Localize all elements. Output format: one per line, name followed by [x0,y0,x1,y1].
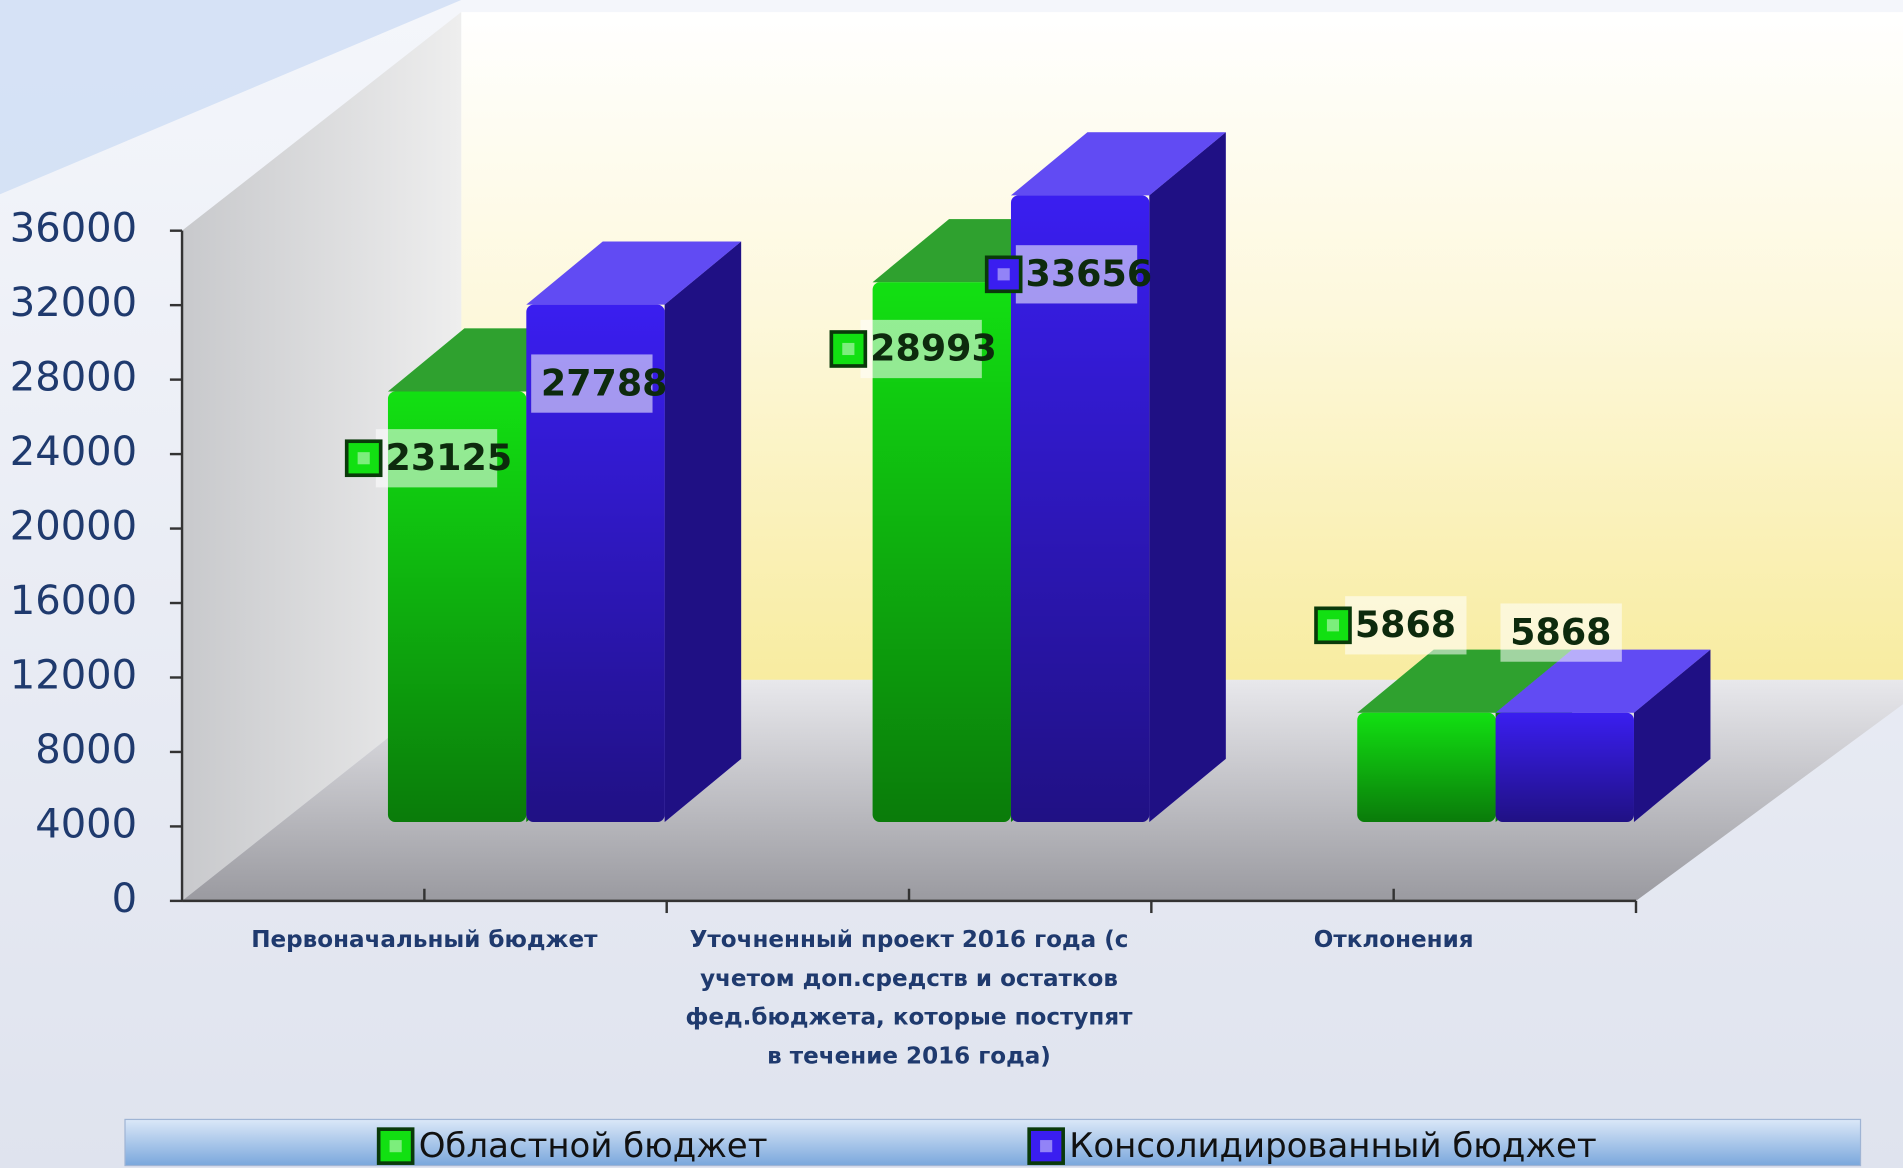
label-box [531,354,653,413]
legend-label: Областной бюджет [419,1126,768,1166]
y-tick-label: 8000 [35,727,137,773]
marker-highlight [389,1140,402,1153]
bar-shade [387,391,527,822]
legend-marker [1314,606,1352,645]
x-label-box: Первоначальный бюджет [251,926,598,954]
bar-side-shade [1149,132,1226,822]
legend-label: Консолидированный бюджет [1069,1126,1596,1166]
data-label: 23125 [386,436,513,479]
bar-top-shade [526,241,742,305]
legend-marker [376,1127,415,1165]
y-tick-label: 12000 [10,652,137,698]
label-box [1015,245,1138,304]
label-box [1345,596,1467,655]
data-label: 33656 [1026,252,1153,295]
x-tick-label: Отклонения [1313,926,1474,954]
bar-side [1633,649,1711,822]
marker-highlight [1040,1140,1053,1153]
y-tick-label: 0 [112,876,137,922]
legend-marker [1027,1127,1065,1165]
legend-marker [984,255,1023,294]
marker-highlight [997,268,1010,281]
bar-top-shade [1010,132,1226,196]
bar-side-shade [1633,649,1711,822]
bar-shade [1357,712,1496,822]
bar-shade [526,304,665,822]
y-tick-label: 4000 [35,801,137,847]
bar-top-shade [1357,649,1573,713]
bar-top-shade [1495,649,1711,713]
label-box [1500,603,1622,662]
corner-decoration [0,0,462,195]
y-tick-label: 16000 [10,578,137,624]
bar-top [1357,649,1573,713]
label-box [375,429,498,488]
y-tick-label: 20000 [10,504,137,550]
bar-side-shade [664,241,742,822]
bar-side [664,241,742,822]
x-label-box: Уточненный проект 2016 года (с учетом до… [685,926,1133,1070]
x-tick-label: Первоначальный бюджет [251,926,598,954]
y-tick-label: 24000 [10,429,137,475]
marker-highlight [357,452,370,465]
bar-shade [1495,712,1634,822]
label-box [860,319,982,379]
bar-top [1010,132,1226,196]
data-label: 27788 [541,361,668,404]
legend-marker [829,330,868,368]
marker-highlight [842,342,855,356]
data-label: 28993 [870,327,997,370]
bar-top [526,241,742,305]
x-label-box: Отклонения [1313,926,1474,954]
y-tick-label: 32000 [10,280,137,326]
y-tick-label: 28000 [10,355,137,401]
bar-top [1495,649,1711,713]
data-label: 5868 [1510,610,1611,653]
legend-marker [344,439,383,478]
x-tick-label: Уточненный проект 2016 года (с учетом до… [685,926,1133,1070]
bar-shade [1010,195,1150,822]
bar-side [1149,132,1226,822]
marker-highlight [1326,619,1340,632]
y-tick-label: 36000 [10,206,137,252]
data-label: 5868 [1355,603,1456,646]
bar-shade [872,282,1011,822]
